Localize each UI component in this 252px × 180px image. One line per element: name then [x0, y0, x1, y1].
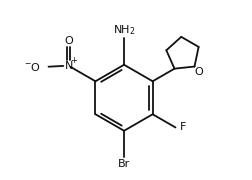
Text: F: F [180, 122, 186, 132]
Text: O: O [195, 67, 204, 77]
Text: +: + [70, 56, 77, 65]
Text: $^{-}$O: $^{-}$O [24, 61, 41, 73]
Text: O: O [64, 37, 73, 46]
Text: NH$_2$: NH$_2$ [113, 23, 135, 37]
Text: Br: Br [118, 159, 130, 169]
Text: N: N [65, 61, 73, 71]
